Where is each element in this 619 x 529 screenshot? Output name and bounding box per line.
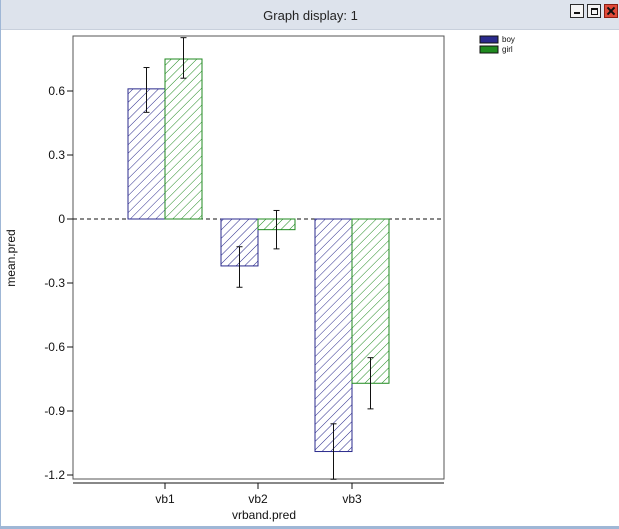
title-bar[interactable]: Graph display: 1: [1, 0, 619, 30]
maximize-button[interactable]: [587, 4, 601, 18]
y-axis-title: mean.pred: [4, 229, 18, 286]
legend-swatch-girl: [479, 45, 499, 54]
y-tick-label: -0.3: [44, 276, 65, 290]
y-tick-label: 0.3: [48, 148, 65, 162]
bar-girl-vb1: [164, 58, 203, 220]
window-controls: [570, 4, 618, 18]
x-tick-label: vb1: [155, 492, 175, 506]
y-tick-label: -0.9: [44, 404, 65, 418]
y-tick-label: 0: [58, 212, 65, 226]
legend-swatch-boy: [479, 35, 499, 44]
y-tick-label: -1.2: [44, 468, 65, 482]
legend-label-girl: girl: [502, 45, 513, 54]
y-tick-label: -0.6: [44, 340, 65, 354]
close-button[interactable]: [604, 4, 618, 18]
x-axis-title: vrband.pred: [232, 508, 296, 522]
x-tick-label: vb2: [248, 492, 268, 506]
bar-boy-vb3: [314, 218, 353, 453]
chart-area: 0.6 0.3 0 -0.3 -0.6 -0.9 -1.2 vb1 vb2 vb3 boygirl…: [4, 35, 515, 522]
window-title: Graph display: 1: [263, 8, 358, 23]
y-tick-label: 0.6: [48, 84, 65, 98]
legend-label-boy: boy: [502, 35, 515, 44]
plot-frame: [72, 35, 445, 480]
x-tick-label: vb3: [342, 492, 362, 506]
minimize-button[interactable]: [570, 4, 584, 18]
